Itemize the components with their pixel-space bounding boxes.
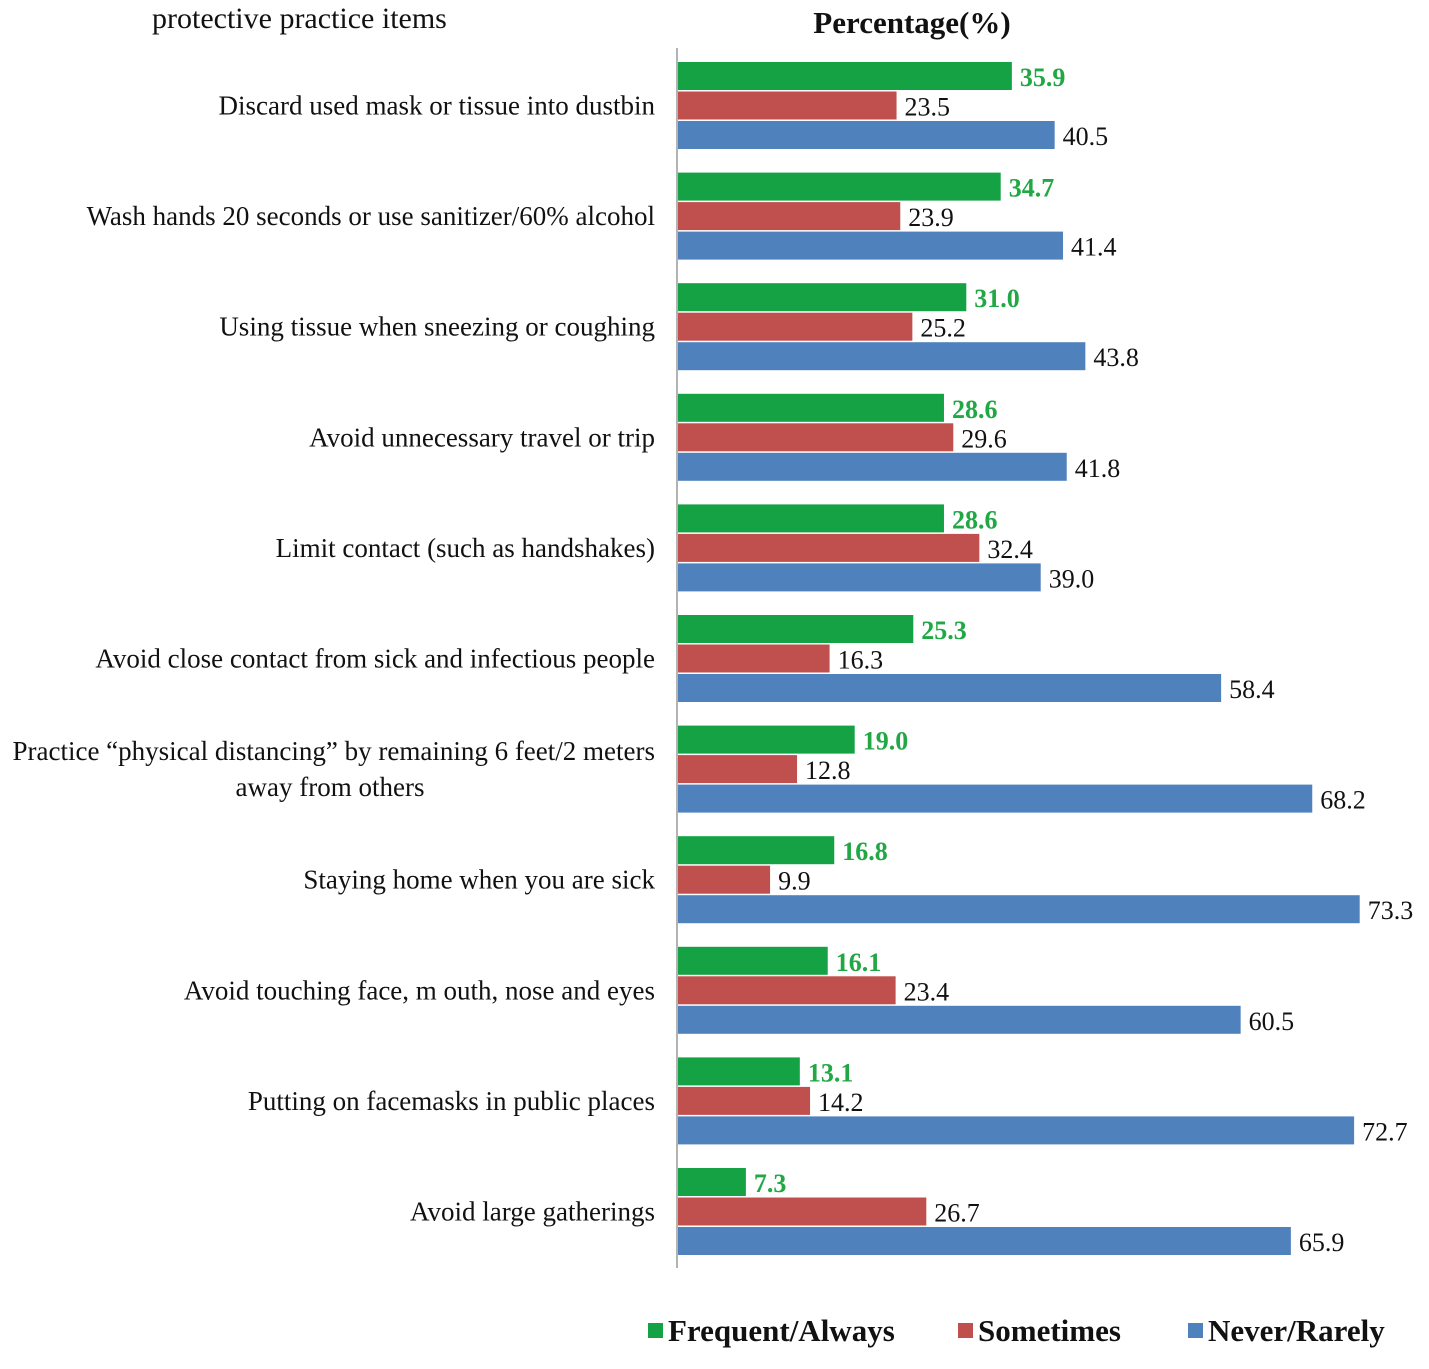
data-label-sometimes: 25.2 — [920, 314, 966, 343]
bar-frequent-always — [678, 1168, 746, 1196]
data-label-never-rarely: 58.4 — [1229, 675, 1275, 704]
bar-never-rarely — [678, 1005, 1241, 1034]
legend-swatch-sometimes — [958, 1323, 973, 1338]
bar-never-rarely — [678, 1227, 1291, 1255]
legend: Frequent/Always Sometimes Never/Rarely — [648, 1313, 1385, 1348]
bar-sometimes — [678, 533, 980, 562]
chart-title: Percentage(%) — [813, 5, 1010, 40]
data-label-sometimes: 23.4 — [904, 977, 950, 1006]
data-label-frequent-always: 31.0 — [974, 284, 1020, 313]
bar-sometimes — [678, 644, 830, 673]
data-label-frequent-always: 35.9 — [1020, 63, 1066, 92]
bar-frequent-always — [678, 836, 835, 865]
bar-frequent-always — [678, 172, 1001, 201]
data-label-frequent-always: 16.8 — [842, 837, 888, 866]
data-label-never-rarely: 41.8 — [1075, 454, 1121, 483]
labels-layer: Discard used mask or tissue into dustbin… — [12, 63, 1413, 1257]
bar-sometimes — [678, 1086, 811, 1115]
bar-sometimes — [678, 423, 954, 452]
bar-frequent-always — [678, 62, 1012, 90]
data-label-never-rarely: 68.2 — [1320, 786, 1366, 815]
data-label-frequent-always: 25.3 — [921, 616, 967, 645]
data-label-sometimes: 9.9 — [778, 867, 811, 896]
data-label-sometimes: 23.5 — [905, 93, 951, 122]
category-header: protective practice items — [152, 2, 447, 35]
data-label-never-rarely: 40.5 — [1063, 122, 1109, 151]
bar-frequent-always — [678, 615, 914, 643]
bar-never-rarely — [678, 674, 1222, 702]
bar-sometimes — [678, 976, 896, 1005]
data-label-never-rarely: 39.0 — [1049, 564, 1095, 593]
bar-never-rarely — [678, 452, 1067, 481]
bar-never-rarely — [678, 342, 1086, 371]
bar-never-rarely — [678, 121, 1055, 149]
category-label: Wash hands 20 seconds or use sanitizer/6… — [87, 201, 655, 231]
bar-never-rarely — [678, 1116, 1355, 1145]
data-label-frequent-always: 7.3 — [754, 1169, 787, 1198]
legend-label-never-rarely: Never/Rarely — [1208, 1313, 1385, 1348]
bar-sometimes — [678, 312, 913, 341]
category-label: Practice “physical distancing” by remain… — [12, 736, 655, 766]
bar-never-rarely — [678, 784, 1313, 813]
data-label-frequent-always: 13.1 — [808, 1058, 854, 1087]
data-label-never-rarely: 41.4 — [1071, 233, 1117, 262]
category-label: Using tissue when sneezing or coughing — [219, 312, 655, 342]
category-label: Avoid unnecessary travel or trip — [309, 422, 655, 452]
bar-frequent-always — [678, 283, 967, 312]
data-label-frequent-always: 28.6 — [952, 395, 998, 424]
bar-frequent-always — [678, 504, 944, 533]
data-label-never-rarely: 60.5 — [1249, 1007, 1295, 1036]
category-label: Limit contact (such as handshakes) — [276, 533, 655, 563]
bar-never-rarely — [678, 563, 1041, 592]
data-label-sometimes: 29.6 — [961, 424, 1007, 453]
bar-frequent-always — [678, 1057, 800, 1086]
bars-layer — [678, 62, 1360, 1255]
category-label: Putting on facemasks in public places — [248, 1086, 655, 1116]
bar-sometimes — [678, 865, 771, 894]
category-label: Avoid large gatherings — [410, 1197, 655, 1227]
data-label-sometimes: 16.3 — [838, 646, 884, 675]
legend-label-frequent-always: Frequent/Always — [668, 1313, 895, 1348]
bar-frequent-always — [678, 946, 828, 975]
data-label-frequent-always: 19.0 — [863, 727, 909, 756]
data-label-never-rarely: 73.3 — [1368, 896, 1414, 925]
data-label-sometimes: 26.7 — [934, 1199, 980, 1228]
data-label-frequent-always: 34.7 — [1009, 174, 1054, 203]
data-label-never-rarely: 65.9 — [1299, 1228, 1345, 1257]
data-label-never-rarely: 43.8 — [1093, 343, 1139, 372]
data-label-frequent-always: 28.6 — [952, 505, 998, 534]
data-label-never-rarely: 72.7 — [1362, 1117, 1408, 1146]
legend-swatch-never-rarely — [1188, 1323, 1203, 1338]
data-label-sometimes: 14.2 — [818, 1088, 864, 1117]
bar-sometimes — [678, 202, 901, 231]
legend-swatch-frequent-always — [648, 1323, 663, 1338]
category-label: Discard used mask or tissue into dustbin — [219, 91, 656, 121]
category-label: away from others — [236, 772, 425, 802]
bar-sometimes — [678, 755, 798, 784]
category-label: Avoid touching face, m outh, nose and ey… — [184, 975, 655, 1005]
category-label: Staying home when you are sick — [303, 865, 655, 895]
bar-frequent-always — [678, 393, 944, 422]
bar-never-rarely — [678, 231, 1064, 260]
legend-label-sometimes: Sometimes — [978, 1313, 1121, 1348]
bar-frequent-always — [678, 725, 855, 754]
data-label-frequent-always: 16.1 — [836, 948, 882, 977]
bar-never-rarely — [678, 895, 1360, 924]
data-label-sometimes: 23.9 — [908, 203, 954, 232]
bar-sometimes — [678, 91, 897, 120]
data-label-sometimes: 12.8 — [805, 756, 851, 785]
bar-sometimes — [678, 1197, 927, 1226]
category-label: Avoid close contact from sick and infect… — [95, 644, 655, 674]
data-label-sometimes: 32.4 — [987, 535, 1033, 564]
